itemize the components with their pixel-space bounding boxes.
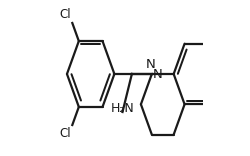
Text: H₂N: H₂N (111, 102, 134, 115)
Text: N: N (146, 58, 156, 71)
Text: Cl: Cl (59, 127, 71, 140)
Text: N: N (152, 68, 162, 80)
Text: Cl: Cl (59, 8, 71, 21)
